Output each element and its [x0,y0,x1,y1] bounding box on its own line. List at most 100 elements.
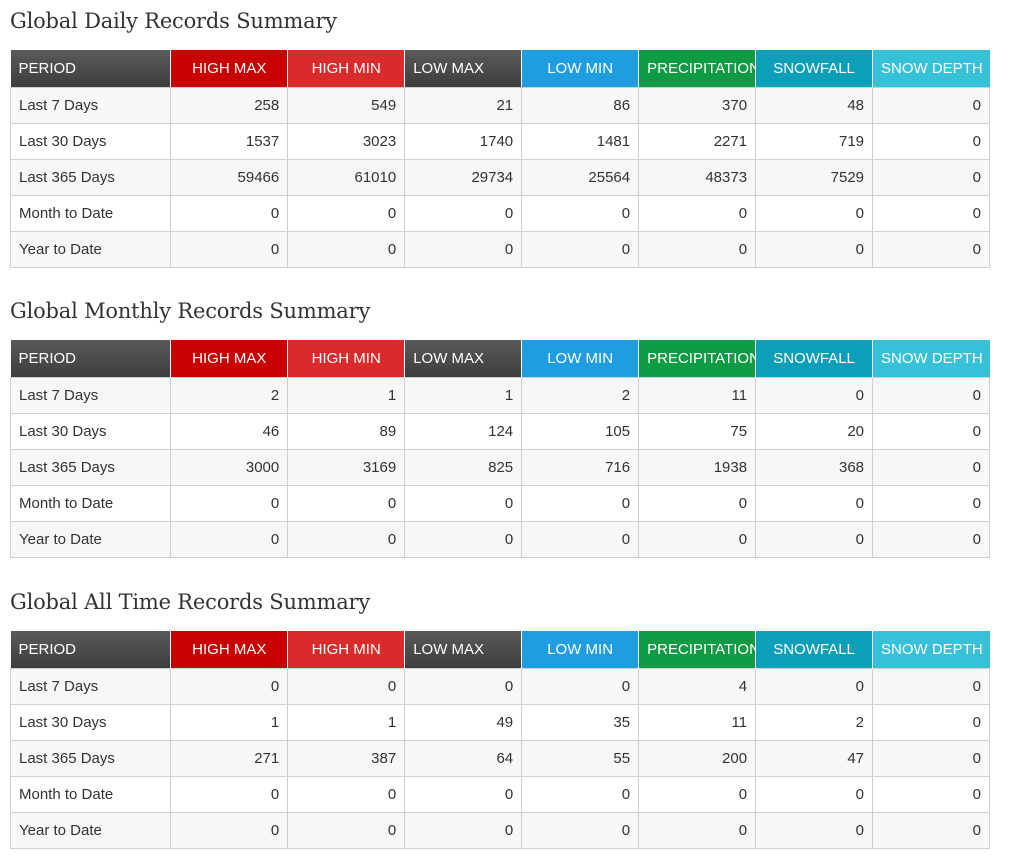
cell-period: Year to Date [9,521,172,558]
table-row: Last 7 Days 258 549 21 86 370 48 0 [9,87,990,124]
column-header-low-min: LOW MIN [521,631,640,669]
cell-period: Last 30 Days [9,704,172,741]
cell-snow-depth: 0 [872,668,990,705]
cell-precipitation: 75 [638,413,757,450]
cell-low-max: 0 [404,668,523,705]
column-header-period: PERIOD [10,340,172,378]
table-row: Last 30 Days 46 89 124 105 75 20 0 [9,413,990,450]
cell-low-min: 0 [521,668,640,705]
cell-low-min: 0 [521,485,640,522]
records-table: PERIOD HIGH MAX HIGH MIN LOW MAX LOW MIN PREC… [9,50,990,268]
cell-precipitation: 48373 [638,159,757,196]
cell-high-max: 0 [170,812,289,849]
cell-period: Last 365 Days [9,740,172,777]
cell-high-max: 1537 [170,123,289,160]
cell-period: Last 365 Days [9,449,172,486]
cell-high-max: 0 [170,776,289,813]
cell-high-max: 3000 [170,449,289,486]
cell-high-max: 0 [170,521,289,558]
table-row: Year to Date 0 0 0 0 0 0 0 [9,521,990,558]
section-title: Global Daily Records Summary [10,9,337,33]
cell-high-min: 61010 [287,159,406,196]
cell-precipitation: 1938 [638,449,757,486]
cell-snowfall: 0 [755,485,874,522]
cell-low-max: 0 [404,776,523,813]
cell-high-max: 258 [170,87,289,124]
cell-high-min: 387 [287,740,406,777]
column-header-low-max: LOW MAX [404,340,523,378]
cell-period: Month to Date [9,485,172,522]
cell-period: Month to Date [9,776,172,813]
cell-precipitation: 0 [638,812,757,849]
cell-low-max: 0 [404,521,523,558]
column-header-precipitation: PRECIPITATION [638,50,757,88]
cell-snow-depth: 0 [872,740,990,777]
column-header-snow-depth: SNOW DEPTH [872,340,990,378]
cell-period: Year to Date [9,812,172,849]
cell-precipitation: 11 [638,704,757,741]
cell-snow-depth: 0 [872,377,990,414]
cell-period: Last 7 Days [9,377,172,414]
column-header-high-min: HIGH MIN [287,50,406,88]
cell-high-min: 0 [287,812,406,849]
table-row: Year to Date 0 0 0 0 0 0 0 [9,812,990,849]
cell-snow-depth: 0 [872,449,990,486]
cell-low-max: 0 [404,231,523,268]
column-header-precipitation: PRECIPITATION [638,340,757,378]
cell-precipitation: 370 [638,87,757,124]
column-header-snowfall: SNOWFALL [755,631,874,669]
cell-precipitation: 0 [638,521,757,558]
cell-snowfall: 0 [755,195,874,232]
cell-high-min: 0 [287,521,406,558]
table-header-row: PERIOD HIGH MAX HIGH MIN LOW MAX LOW MIN PREC… [10,340,990,378]
cell-high-min: 1 [287,704,406,741]
cell-high-min: 0 [287,195,406,232]
column-header-high-max: HIGH MAX [170,631,289,669]
cell-low-min: 0 [521,231,640,268]
cell-low-min: 1481 [521,123,640,160]
cell-snow-depth: 0 [872,776,990,813]
cell-snow-depth: 0 [872,195,990,232]
table-row: Month to Date 0 0 0 0 0 0 0 [9,485,990,522]
cell-snowfall: 0 [755,776,874,813]
cell-snowfall: 48 [755,87,874,124]
cell-low-min: 105 [521,413,640,450]
records-section: Global Daily Records Summary PERIOD HIGH M… [9,7,990,268]
cell-low-max: 825 [404,449,523,486]
cell-snowfall: 368 [755,449,874,486]
table-row: Last 365 Days 59466 61010 29734 25564 48373 75… [9,159,990,196]
column-header-period: PERIOD [10,50,172,88]
cell-low-min: 0 [521,776,640,813]
cell-high-max: 2 [170,377,289,414]
cell-snowfall: 719 [755,123,874,160]
cell-low-max: 64 [404,740,523,777]
cell-high-max: 0 [170,668,289,705]
cell-snowfall: 0 [755,521,874,558]
cell-precipitation: 4 [638,668,757,705]
column-header-snowfall: SNOWFALL [755,50,874,88]
cell-period: Last 7 Days [9,668,172,705]
cell-low-min: 0 [521,195,640,232]
cell-low-max: 0 [404,812,523,849]
cell-high-min: 0 [287,668,406,705]
section-title: Global Monthly Records Summary [10,299,371,323]
records-table: PERIOD HIGH MAX HIGH MIN LOW MAX LOW MIN PREC… [9,340,990,558]
column-header-high-max: HIGH MAX [170,340,289,378]
cell-low-min: 0 [521,521,640,558]
cell-low-min: 35 [521,704,640,741]
cell-low-max: 0 [404,485,523,522]
cell-period: Month to Date [9,195,172,232]
cell-low-min: 716 [521,449,640,486]
records-section: Global All Time Records Summary PERIOD HIG… [9,588,990,849]
cell-low-min: 86 [521,87,640,124]
cell-snowfall: 0 [755,377,874,414]
cell-snowfall: 0 [755,812,874,849]
column-header-high-min: HIGH MIN [287,631,406,669]
cell-high-max: 1 [170,704,289,741]
table-row: Month to Date 0 0 0 0 0 0 0 [9,776,990,813]
cell-low-min: 25564 [521,159,640,196]
cell-precipitation: 0 [638,485,757,522]
cell-snow-depth: 0 [872,123,990,160]
cell-high-min: 0 [287,231,406,268]
column-header-snow-depth: SNOW DEPTH [872,50,990,88]
